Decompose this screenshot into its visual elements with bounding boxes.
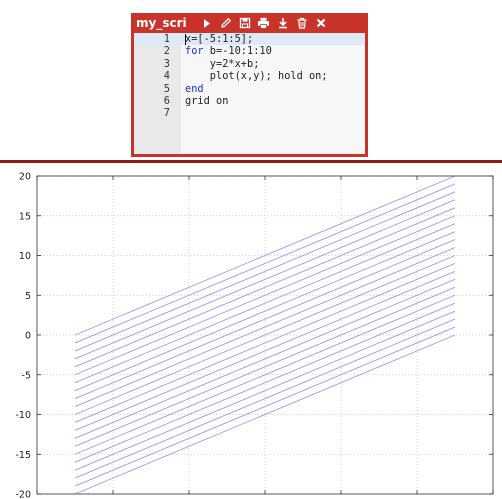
code-line[interactable]: 1 x=[-5:1:5]; xyxy=(134,33,365,46)
series-line xyxy=(74,207,456,368)
close-icon[interactable] xyxy=(311,13,330,33)
code-token: grid on xyxy=(185,94,229,107)
series-line xyxy=(74,191,456,352)
line-number: 4 xyxy=(163,70,170,83)
editor-tab-title[interactable]: my_scri xyxy=(136,16,187,30)
code-token: b=-10:1:10 xyxy=(203,45,272,58)
series-line xyxy=(74,294,456,455)
series-line xyxy=(74,286,456,447)
code-token: y=2*x+b; xyxy=(185,57,260,70)
series-line xyxy=(74,278,456,439)
save-icon[interactable] xyxy=(235,13,254,33)
y-tick-label: -10 xyxy=(15,410,31,421)
y-tick-label: 5 xyxy=(25,291,31,302)
code-line[interactable]: 4 plot(x,y); hold on; xyxy=(134,70,365,82)
line-number: 6 xyxy=(163,94,170,107)
pencil-icon[interactable] xyxy=(216,13,235,33)
y-tick-label: -15 xyxy=(15,450,31,461)
code-line[interactable]: 2 for b=-10:1:10 xyxy=(134,45,365,57)
window-divider[interactable] xyxy=(0,160,502,163)
y-tick-label: -5 xyxy=(22,370,31,381)
series-line xyxy=(74,199,456,360)
run-icon[interactable] xyxy=(197,13,216,33)
series-line xyxy=(74,223,456,384)
editor-header: my_scri xyxy=(134,13,365,33)
code-token: x=[-5:1:5]; xyxy=(185,33,254,45)
code-line[interactable]: 6 grid on xyxy=(134,95,365,107)
y-tick-label: 15 xyxy=(19,211,31,222)
code-line[interactable]: 7 xyxy=(134,107,365,119)
code-line[interactable]: 3 y=2*x+b; xyxy=(134,58,365,70)
print-icon[interactable] xyxy=(254,13,273,33)
code-text[interactable]: end xyxy=(185,83,204,95)
series-line xyxy=(74,318,456,479)
series-line xyxy=(74,255,456,415)
y-tick-label: 10 xyxy=(19,251,31,262)
series-line xyxy=(74,310,456,471)
series-line xyxy=(74,239,456,400)
trash-icon[interactable] xyxy=(292,13,311,33)
series-line xyxy=(74,215,456,376)
line-number-gutter xyxy=(134,33,181,154)
series-line xyxy=(74,247,456,407)
line-number: 7 xyxy=(163,107,170,120)
line-number: 5 xyxy=(163,82,170,95)
code-text[interactable]: for b=-10:1:10 xyxy=(185,45,272,57)
script-editor: my_scri 1 x=[-5:1:5]; 2 for b=-10:1:10 3 y=2… xyxy=(131,13,368,157)
series-line xyxy=(74,326,456,487)
y-tick-label: 0 xyxy=(25,331,31,342)
code-text[interactable]: plot(x,y); hold on; xyxy=(185,70,328,82)
series-line xyxy=(74,183,456,344)
series-line xyxy=(74,231,456,392)
code-text[interactable]: y=2*x+b; xyxy=(185,57,260,70)
download-icon[interactable] xyxy=(273,13,292,33)
code-text[interactable]: grid on xyxy=(185,95,228,107)
code-text[interactable]: x=[-5:1:5]; xyxy=(185,33,253,45)
line-number: 2 xyxy=(163,45,170,58)
code-keyword: end xyxy=(185,82,204,95)
series-line xyxy=(74,270,456,431)
code-area[interactable]: 1 x=[-5:1:5]; 2 for b=-10:1:10 3 y=2*x+b; 4 p… xyxy=(134,33,365,154)
code-keyword: for xyxy=(185,45,204,58)
series-line xyxy=(74,334,456,495)
text-cursor xyxy=(185,33,186,45)
line-number: 3 xyxy=(163,57,170,70)
line-number: 1 xyxy=(163,33,170,45)
series-line xyxy=(74,302,456,463)
y-tick-label: 20 xyxy=(19,172,31,183)
series-line xyxy=(74,175,456,336)
series-line xyxy=(74,263,456,423)
y-tick-label: -20 xyxy=(15,490,31,499)
code-token: plot(x,y); hold on; xyxy=(185,70,328,83)
code-line[interactable]: 5 end xyxy=(134,83,365,95)
